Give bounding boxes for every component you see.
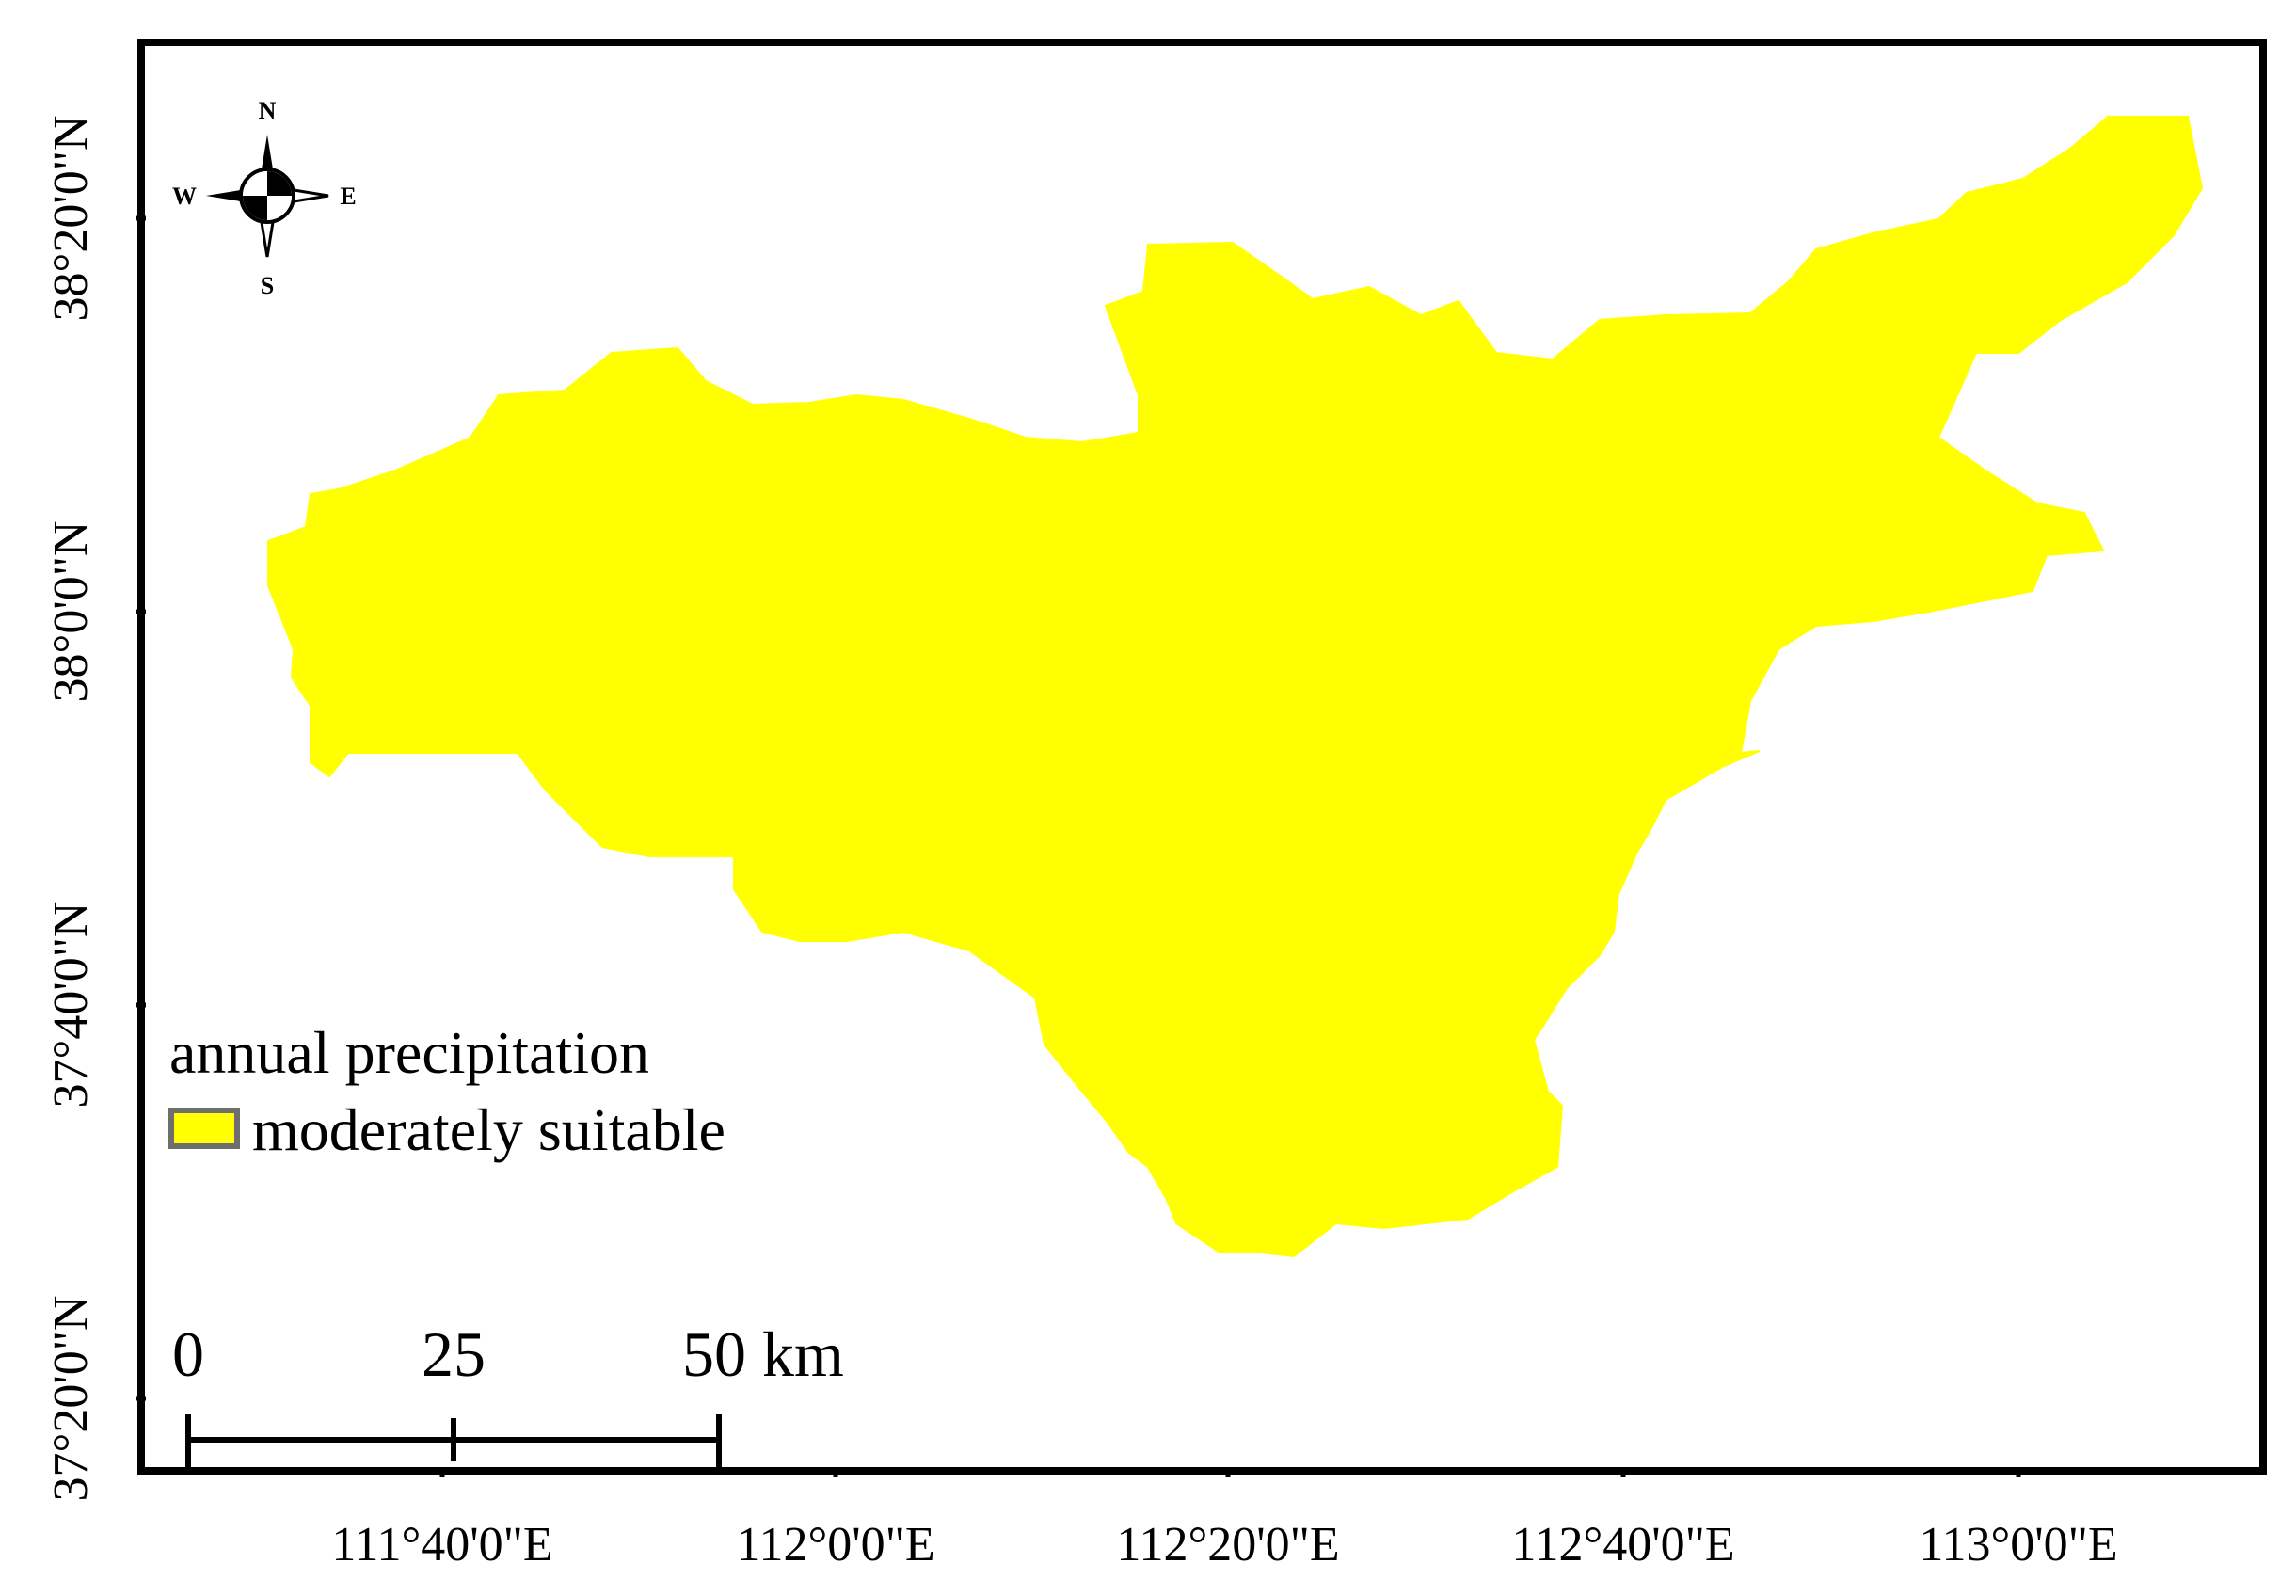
compass-west-label: W: [172, 183, 197, 210]
lon-tick-label: 113°0'0"E: [1919, 1518, 2117, 1572]
lat-tick-label: 37°40'0"N: [44, 902, 98, 1109]
legend-swatch: [168, 1108, 240, 1149]
lon-tick-label: 112°0'0"E: [736, 1518, 934, 1572]
scale-bar: 0 25 50 km: [172, 1318, 844, 1468]
compass-quadrant: [267, 196, 292, 220]
scale-label: 25: [422, 1318, 486, 1390]
study-region-polygon[interactable]: [267, 116, 2204, 1258]
lon-tick-label: 112°20'0"E: [1116, 1518, 1339, 1572]
legend-item-label: moderately suitable: [252, 1096, 725, 1163]
compass-quadrant: [267, 171, 292, 196]
compass-north-label: N: [259, 97, 277, 124]
longitude-axis: 111°40'0"E 112°0'0"E 112°20'0"E 112°40'0…: [331, 1468, 2118, 1572]
lon-tick-label: 112°40'0"E: [1511, 1518, 1734, 1572]
legend: annual precipitation moderately suitable: [168, 1019, 725, 1163]
legend-title: annual precipitation: [169, 1019, 649, 1086]
compass-south-label: S: [261, 272, 274, 299]
compass-quadrant: [243, 171, 267, 196]
compass-east-label: E: [340, 183, 356, 210]
lat-tick-label: 38°20'0"N: [44, 116, 98, 322]
compass-quadrant: [243, 196, 267, 220]
latitude-axis: 38°20'0"N 38°0'0"N 37°40'0"N 37°20'0"N: [44, 116, 146, 1502]
lon-tick-label: 111°40'0"E: [331, 1518, 552, 1572]
north-arrow-compass-icon: N S E W: [172, 97, 357, 299]
lat-tick-label: 37°20'0"N: [44, 1296, 98, 1502]
scale-label: 0: [172, 1318, 204, 1390]
lat-tick-label: 38°0'0"N: [44, 521, 98, 703]
scale-label: 50 km: [682, 1318, 844, 1390]
